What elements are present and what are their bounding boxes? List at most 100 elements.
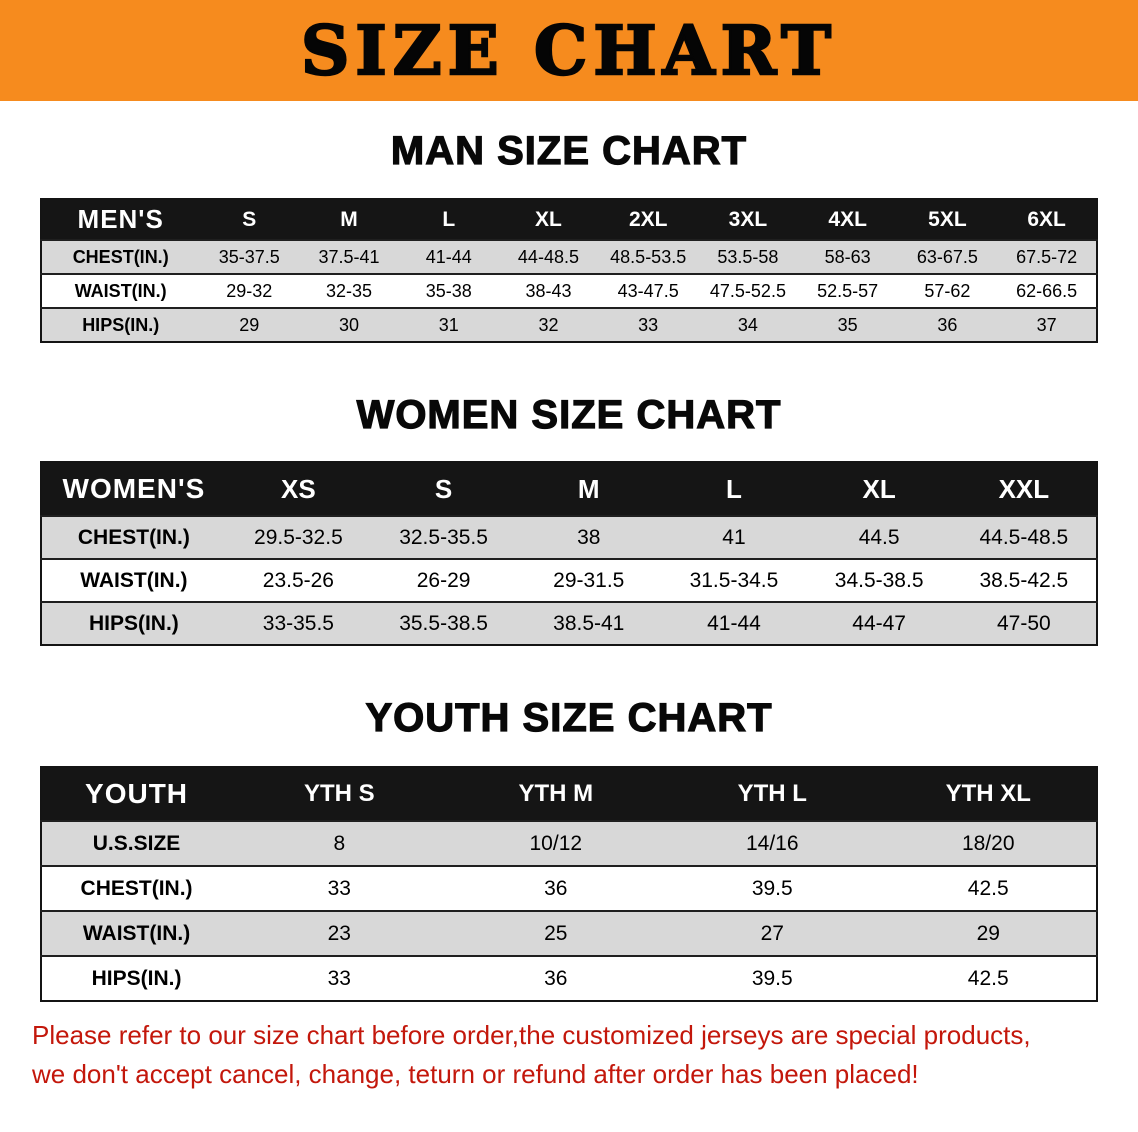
table-title-cell: WOMEN'S (41, 462, 226, 516)
size-column-header: 3XL (698, 199, 798, 240)
measurement-row: CHEST(IN.) 33 36 39.5 42.5 (41, 866, 1097, 911)
youth-size-section: YOUTH SIZE CHART YOUTH YTH S YTH M YTH L YTH… (0, 646, 1138, 1002)
order-policy-note: Please refer to our size chart before or… (32, 1016, 1138, 1094)
measurement-value-cell: 36 (544, 876, 568, 900)
measurement-value-cell: 39.5 (751, 876, 793, 900)
measurement-value-cell: 52.5-57 (817, 280, 879, 301)
measurement-value-cell: 33 (638, 314, 659, 335)
measurement-value-cell: 29-31.5 (553, 568, 625, 592)
measurement-value-cell: 29.5-32.5 (254, 525, 343, 549)
measurement-value-cell: 48.5-53.5 (610, 246, 687, 267)
size-header-row: WOMEN'S XS S M L XL XXL (41, 462, 1097, 516)
measurement-value-cell: 35-37.5 (218, 246, 280, 267)
measurement-row: HIPS(IN.) 29 30 31 32 33 34 35 36 37 (41, 308, 1097, 342)
size-column-header: M (516, 462, 662, 516)
measurement-value-cell: 47-50 (997, 611, 1051, 635)
note-line-1: Please refer to our size chart before or… (32, 1020, 1031, 1050)
women-section-heading: WOMEN SIZE CHART (356, 392, 782, 437)
measurement-label-cell: HIPS(IN.) (88, 611, 179, 635)
size-column-header: S (199, 199, 300, 240)
measurement-value-cell: 63-67.5 (916, 246, 978, 267)
measurement-label-cell: HIPS(IN.) (91, 966, 182, 990)
men-size-table: MEN'S S M L XL 2XL 3XL 4XL 5XL 6XL CHEST(IN.) 35-37… (40, 198, 1098, 343)
measurement-row: WAIST(IN.) 23 25 27 29 (41, 911, 1097, 956)
banner-title: SIZE CHART (300, 11, 837, 90)
measurement-value-cell: 38-43 (525, 280, 572, 301)
measurement-row: CHEST(IN.) 35-37.5 37.5-41 41-44 44-48.5 48.5… (41, 240, 1097, 274)
measurement-value-cell: 27 (760, 921, 784, 945)
measurement-value-cell: 33-35.5 (262, 611, 334, 635)
measurement-row: CHEST(IN.) 29.5-32.5 32.5-35.5 38 41 44.5 44.5… (41, 516, 1097, 559)
measurement-value-cell: 32 (538, 314, 559, 335)
measurement-value-cell: 32-35 (325, 280, 373, 301)
measurement-value-cell: 33 (327, 966, 351, 990)
measurement-value-cell: 37 (1036, 314, 1057, 335)
measurement-label-cell: HIPS(IN.) (82, 314, 160, 335)
measurement-value-cell: 33 (327, 876, 351, 900)
measurement-value-cell: 35-38 (425, 280, 472, 301)
measurement-value-cell: 23.5-26 (262, 568, 334, 592)
measurement-value-cell: 42.5 (967, 876, 1009, 900)
measurement-row: WAIST(IN.) 29-32 32-35 35-38 38-43 43-47.5 47.… (41, 274, 1097, 308)
size-column-header: 6XL (997, 199, 1097, 240)
youth-section-heading: YOUTH SIZE CHART (365, 695, 773, 740)
measurement-value-cell: 31 (438, 314, 459, 335)
measurement-value-cell: 58-63 (824, 246, 871, 267)
measurement-value-cell: 34 (737, 314, 758, 335)
youth-size-table: YOUTH YTH S YTH M YTH L YTH XL U.S.SIZE 8 10/12… (40, 766, 1098, 1002)
measurement-value-cell: 32.5-35.5 (399, 525, 488, 549)
size-column-header: XS (225, 462, 371, 516)
measurement-value-cell: 41-44 (425, 246, 472, 267)
size-column-header: L (398, 199, 499, 240)
men-section-heading: MAN SIZE CHART (390, 128, 748, 173)
measurement-label-cell: WAIST(IN.) (74, 280, 167, 301)
measurement-value-cell: 38 (577, 525, 601, 549)
note-line-2: we don't accept cancel, change, teturn o… (32, 1059, 919, 1089)
measurement-row: HIPS(IN.) 33 36 39.5 42.5 (41, 956, 1097, 1001)
measurement-label-cell: CHEST(IN.) (77, 525, 190, 549)
women-size-section: WOMEN SIZE CHART WOMEN'S XS S M L XL XXL CHEST(… (0, 343, 1138, 646)
measurement-value-cell: 36 (937, 314, 958, 335)
measurement-label-cell: CHEST(IN.) (80, 876, 193, 900)
measurement-label-cell: WAIST(IN.) (82, 921, 191, 945)
measurement-value-cell: 26-29 (416, 568, 471, 592)
men-size-section: MAN SIZE CHART MEN'S S M L XL 2XL 3XL 4XL 5XL 6XL… (0, 101, 1138, 343)
size-column-header: YTH S (231, 767, 448, 821)
measurement-value-cell: 10/12 (529, 831, 583, 855)
measurement-value-cell: 41 (722, 525, 746, 549)
measurement-value-cell: 29 (976, 921, 1000, 945)
size-column-header: YTH XL (880, 767, 1097, 821)
measurement-value-cell: 41-44 (707, 611, 761, 635)
measurement-value-cell: 36 (544, 966, 568, 990)
measurement-value-cell: 67.5-72 (1016, 246, 1078, 267)
size-header-row: YOUTH YTH S YTH M YTH L YTH XL (41, 767, 1097, 821)
size-column-header: L (661, 462, 807, 516)
measurement-value-cell: 30 (338, 314, 359, 335)
size-column-header: 4XL (797, 199, 898, 240)
measurement-value-cell: 14/16 (745, 831, 799, 855)
measurement-value-cell: 29 (239, 314, 260, 335)
measurement-value-cell: 25 (544, 921, 568, 945)
measurement-label-cell: U.S.SIZE (92, 831, 181, 855)
measurement-value-cell: 44-47 (852, 611, 906, 635)
measurement-value-cell: 8 (333, 831, 346, 855)
measurement-row: HIPS(IN.) 33-35.5 35.5-38.5 38.5-41 41-44 44-… (41, 602, 1097, 645)
size-column-header: S (370, 462, 517, 516)
size-column-header: YTH L (664, 767, 881, 821)
size-column-header: XXL (951, 462, 1097, 516)
measurement-value-cell: 47.5-52.5 (709, 280, 786, 301)
measurement-value-cell: 57-62 (924, 280, 971, 301)
measurement-value-cell: 44-48.5 (517, 246, 579, 267)
measurement-value-cell: 35.5-38.5 (399, 611, 488, 635)
measurement-value-cell: 38.5-41 (553, 611, 625, 635)
measurement-value-cell: 53.5-58 (717, 246, 779, 267)
measurement-value-cell: 43-47.5 (617, 280, 679, 301)
measurement-value-cell: 44.5 (858, 525, 900, 549)
measurement-label-cell: CHEST(IN.) (72, 246, 169, 267)
measurement-value-cell: 29-32 (226, 280, 273, 301)
measurement-value-cell: 38.5-42.5 (979, 568, 1069, 592)
measurement-value-cell: 23 (327, 921, 351, 945)
measurement-value-cell: 42.5 (967, 966, 1009, 990)
table-title-cell: MEN'S (41, 199, 200, 240)
